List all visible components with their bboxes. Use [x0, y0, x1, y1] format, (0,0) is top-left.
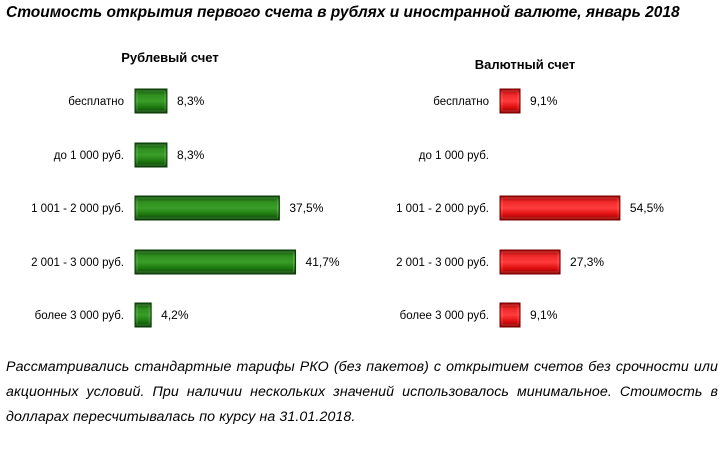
ruble-bar	[134, 302, 152, 328]
ruble-bar-highlight	[136, 304, 150, 326]
ruble-chart: бесплатно 8,3% до 1 000 руб. 8,3% 1 001 - 2 …	[31, 88, 340, 328]
ruble-bar	[134, 142, 168, 168]
footnote: Рассматривались стандартные тарифы РКО (…	[6, 359, 718, 425]
currency-category-label: до 1 000 руб.	[419, 150, 489, 162]
currency-chart: бесплатно 9,1% до 1 000 руб. 1 001 - 2 000 …	[396, 88, 664, 328]
currency-panel-title: Валютный счет	[474, 57, 576, 72]
ruble-bar-highlight	[136, 197, 278, 219]
currency-bar	[499, 249, 561, 275]
currency-category-label: бесплатно	[433, 96, 489, 108]
currency-category-label: 1 001 - 2 000 руб.	[396, 203, 489, 215]
ruble-value-label: 8,3%	[177, 94, 205, 108]
ruble-bar-highlight	[136, 144, 166, 166]
ruble-bar	[134, 88, 168, 114]
bar-charts: бесплатно 8,3% до 1 000 руб. 8,3% 1 001 - 2 …	[31, 88, 664, 328]
ruble-bar	[134, 195, 280, 221]
currency-bar	[499, 302, 521, 328]
currency-value-label: 54,5%	[630, 201, 664, 215]
ruble-category-label: 2 001 - 3 000 руб.	[31, 257, 124, 269]
currency-bar	[499, 195, 621, 221]
ruble-value-label: 8,3%	[177, 148, 205, 162]
ruble-value-label: 37,5%	[289, 201, 323, 215]
ruble-value-label: 4,2%	[161, 308, 189, 322]
currency-value-label: 27,3%	[570, 255, 604, 269]
ruble-panel-title: Рублевый счет	[121, 50, 219, 65]
ruble-bar	[134, 249, 297, 275]
chart-title: Стоимость открытия первого счета в рубля…	[6, 4, 680, 21]
currency-bar-highlight	[501, 90, 519, 112]
ruble-category-label: до 1 000 руб.	[54, 150, 124, 162]
currency-value-label: 9,1%	[530, 94, 558, 108]
currency-bar	[499, 88, 521, 114]
currency-bar-highlight	[501, 197, 619, 219]
ruble-bar-highlight	[136, 90, 166, 112]
currency-value-label: 9,1%	[530, 308, 558, 322]
ruble-bar-highlight	[136, 251, 295, 273]
currency-bar-highlight	[501, 251, 559, 273]
currency-category-label: более 3 000 руб.	[400, 310, 489, 322]
ruble-category-label: бесплатно	[68, 96, 124, 108]
ruble-category-label: 1 001 - 2 000 руб.	[31, 203, 124, 215]
ruble-category-label: более 3 000 руб.	[35, 310, 124, 322]
ruble-value-label: 41,7%	[306, 255, 340, 269]
currency-bar-highlight	[501, 304, 519, 326]
currency-category-label: 2 001 - 3 000 руб.	[396, 257, 489, 269]
